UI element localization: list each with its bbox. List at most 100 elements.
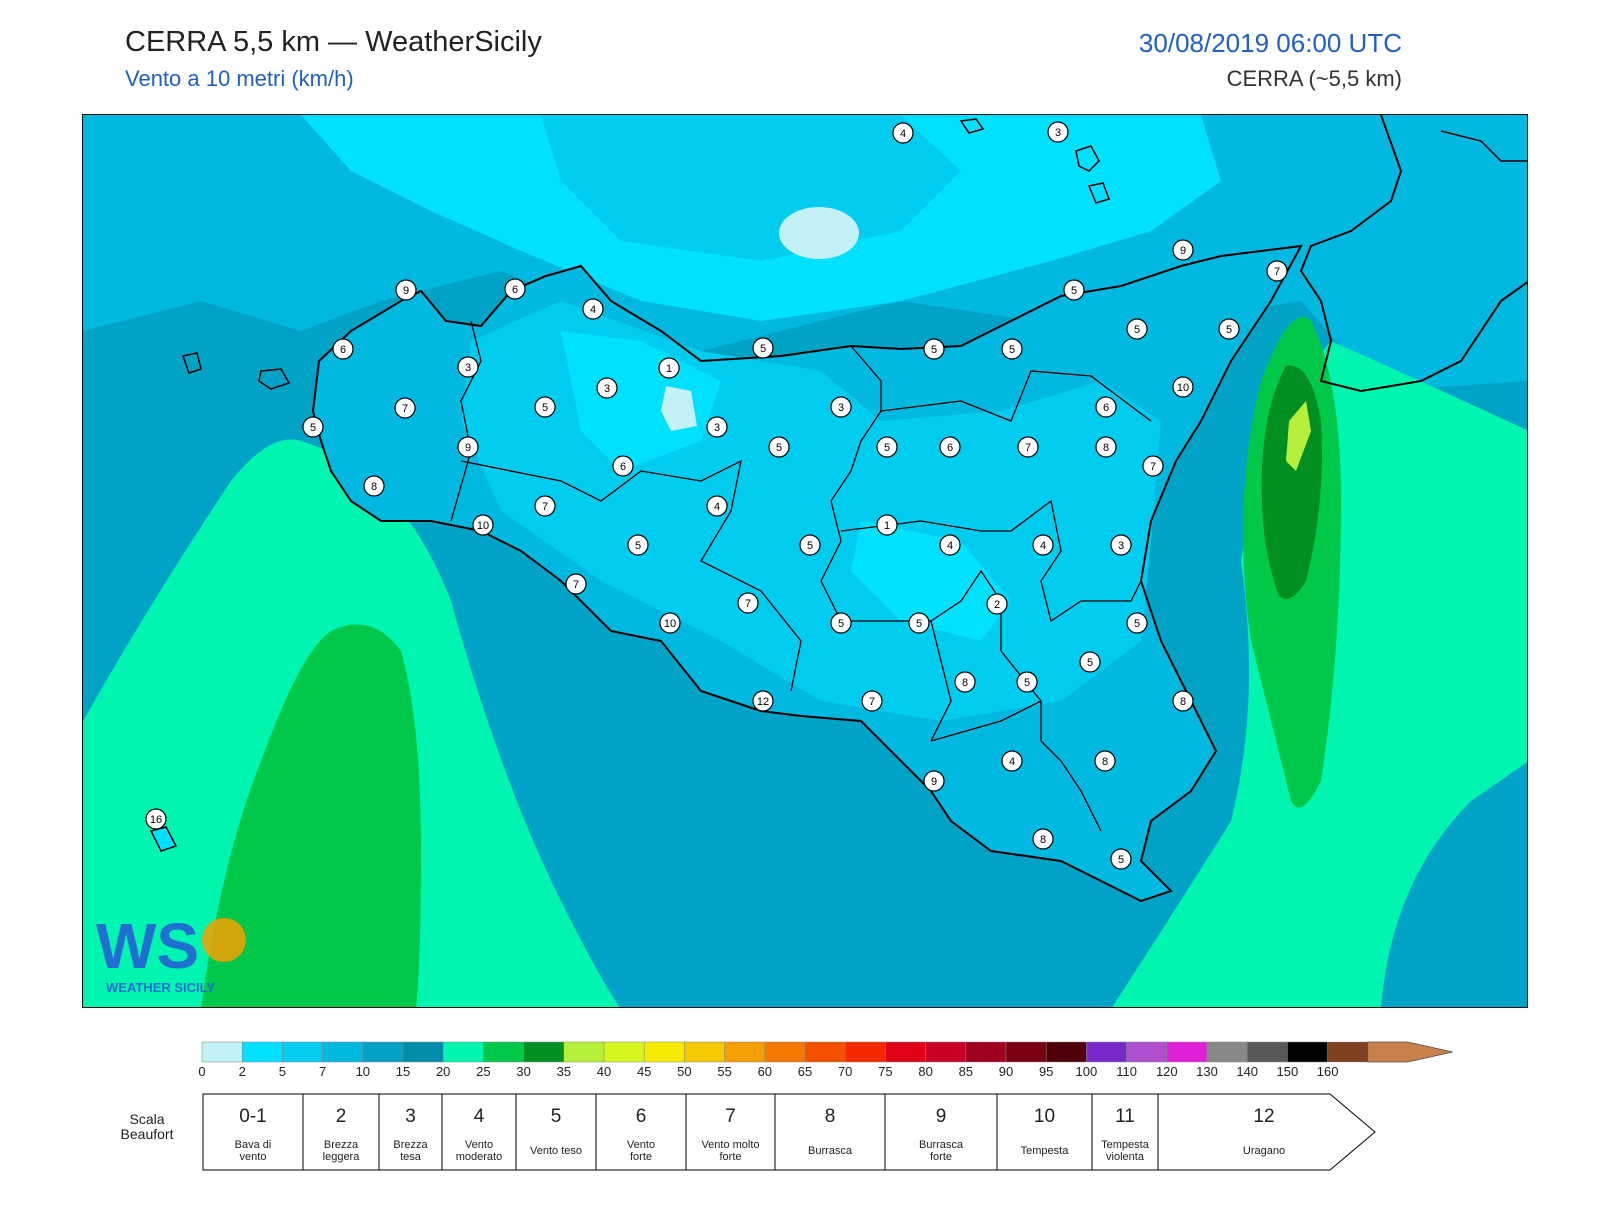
colorbar-swatch [1045, 1041, 1087, 1063]
station-marker: 5 [1126, 612, 1148, 634]
station-marker: 12 [752, 690, 774, 712]
station-marker: 9 [457, 436, 479, 458]
beaufort-name: Vento teso [530, 1145, 582, 1157]
station-value: 7 [869, 696, 875, 708]
station-marker: 5 [627, 534, 649, 556]
contour-0-2-north [779, 207, 859, 259]
beaufort-force: 3 [405, 1106, 416, 1127]
station-marker: 16 [145, 808, 167, 830]
beaufort-name: Bava di [235, 1139, 272, 1151]
station-marker: 7 [1017, 436, 1039, 458]
station-marker: 5 [908, 612, 930, 634]
colorbar-tick-label: 2 [239, 1064, 246, 1079]
station-value: 5 [635, 540, 641, 552]
station-marker: 9 [1172, 239, 1194, 261]
colorbar-tick-label: 60 [758, 1064, 772, 1079]
colorbar-tick-label: 50 [677, 1064, 691, 1079]
colorbar-swatch [201, 1041, 243, 1063]
station-marker: 3 [1110, 534, 1132, 556]
station-marker: 5 [768, 436, 790, 458]
station-value: 5 [1024, 677, 1030, 689]
station-marker: 3 [830, 396, 852, 418]
colorbar-tick-label: 110 [1116, 1064, 1137, 1079]
map-title: CERRA 5,5 km — WeatherSicily [125, 26, 542, 58]
beaufort-name: leggera [323, 1151, 361, 1163]
colorbar-swatch [925, 1041, 967, 1063]
contour-2-5-east-inland [851, 521, 1011, 641]
station-marker: 5 [923, 338, 945, 360]
colorbar-tick-label: 15 [396, 1064, 410, 1079]
beaufort-name: forte [930, 1151, 952, 1163]
station-value: 3 [1118, 540, 1124, 552]
colorbar-tick-label: 100 [1076, 1064, 1098, 1079]
station-value: 9 [403, 285, 409, 297]
station-marker: 4 [706, 495, 728, 517]
station-markers: 4 3 9 7 9 6 5 5 5 6 4 5 5 5 1 10 3 3 7 6 3 5 3 5 5 6 7 5 7 9 6 4 8 7 10 8 7 1… [145, 121, 1288, 870]
colorbar-tick-label: 150 [1277, 1064, 1299, 1079]
station-value: 5 [1071, 285, 1077, 297]
station-value: 9 [465, 442, 471, 454]
province-border-caltanissetta [820, 345, 952, 742]
beaufort-force: 4 [474, 1106, 485, 1127]
colorbar-swatch [1005, 1041, 1047, 1063]
colorbar-tick-label: 25 [476, 1064, 490, 1079]
beaufort-name: Tempesta [1101, 1139, 1150, 1151]
colorbar-tick-label: 130 [1196, 1064, 1218, 1079]
beaufort-name: forte [630, 1151, 652, 1163]
station-value: 10 [1177, 382, 1189, 394]
station-value: 5 [1087, 657, 1093, 669]
station-value: 9 [931, 776, 937, 788]
beaufort-name: Vento [627, 1139, 655, 1151]
station-marker: 7 [861, 690, 883, 712]
colorbar-swatch [483, 1041, 524, 1063]
station-marker: 5 [876, 436, 898, 458]
beaufort-label-line1: Scala [129, 1111, 165, 1127]
station-value: 5 [884, 442, 890, 454]
station-marker: 5 [1063, 279, 1085, 301]
beaufort-name: Burrasca [808, 1145, 853, 1157]
beaufort-name: Vento [465, 1139, 493, 1151]
colorbar-tick-label: 140 [1236, 1064, 1258, 1079]
beaufort-class: 5 Vento teso [515, 1093, 597, 1171]
station-marker: 7 [737, 592, 759, 614]
colorbar-ticks: 0 2 5 7 10 15 20 25 30 35 40 45 50 55 60 65 70 75 80 85 90 95… [198, 1064, 1338, 1079]
station-value: 5 [310, 422, 316, 434]
station-value: 8 [1040, 834, 1046, 846]
station-marker: 7 [534, 495, 556, 517]
forecast-datetime: 30/08/2019 06:00 UTC [1138, 28, 1402, 58]
colorbar-swatch [282, 1041, 323, 1063]
beaufort-force: 0-1 [239, 1106, 266, 1127]
colorbar-swatch [322, 1041, 364, 1063]
beaufort-force: 6 [636, 1106, 647, 1127]
station-value: 7 [402, 403, 408, 415]
colorbar-swatch [965, 1041, 1007, 1063]
station-value: 7 [1025, 442, 1031, 454]
logo-letters: WS [96, 910, 199, 982]
station-value: 5 [542, 402, 548, 414]
station-value: 10 [477, 520, 489, 532]
station-marker: 5 [534, 396, 556, 418]
station-marker: 3 [596, 377, 618, 399]
station-value: 6 [1103, 402, 1109, 414]
station-value: 2 [994, 599, 1000, 611]
colorbar-tick-label: 80 [918, 1064, 932, 1079]
contour-30-35-east [1286, 401, 1311, 471]
station-value: 5 [776, 442, 782, 454]
beaufort-name: forte [719, 1151, 741, 1163]
island-alicudi [959, 118, 985, 134]
calabria-coastline [1299, 115, 1527, 393]
beaufort-force: 10 [1034, 1106, 1055, 1127]
province-border-messina [880, 370, 1152, 422]
colorbar-tick-label: 55 [717, 1064, 731, 1079]
colorbar-tick-label: 160 [1317, 1064, 1339, 1079]
colorbar-swatch [1246, 1041, 1288, 1063]
beaufort-force: 11 [1115, 1106, 1135, 1127]
colorbar-tick-label: 65 [798, 1064, 812, 1079]
colorbar-tick-label: 120 [1156, 1064, 1178, 1079]
island-favignana [258, 368, 291, 390]
